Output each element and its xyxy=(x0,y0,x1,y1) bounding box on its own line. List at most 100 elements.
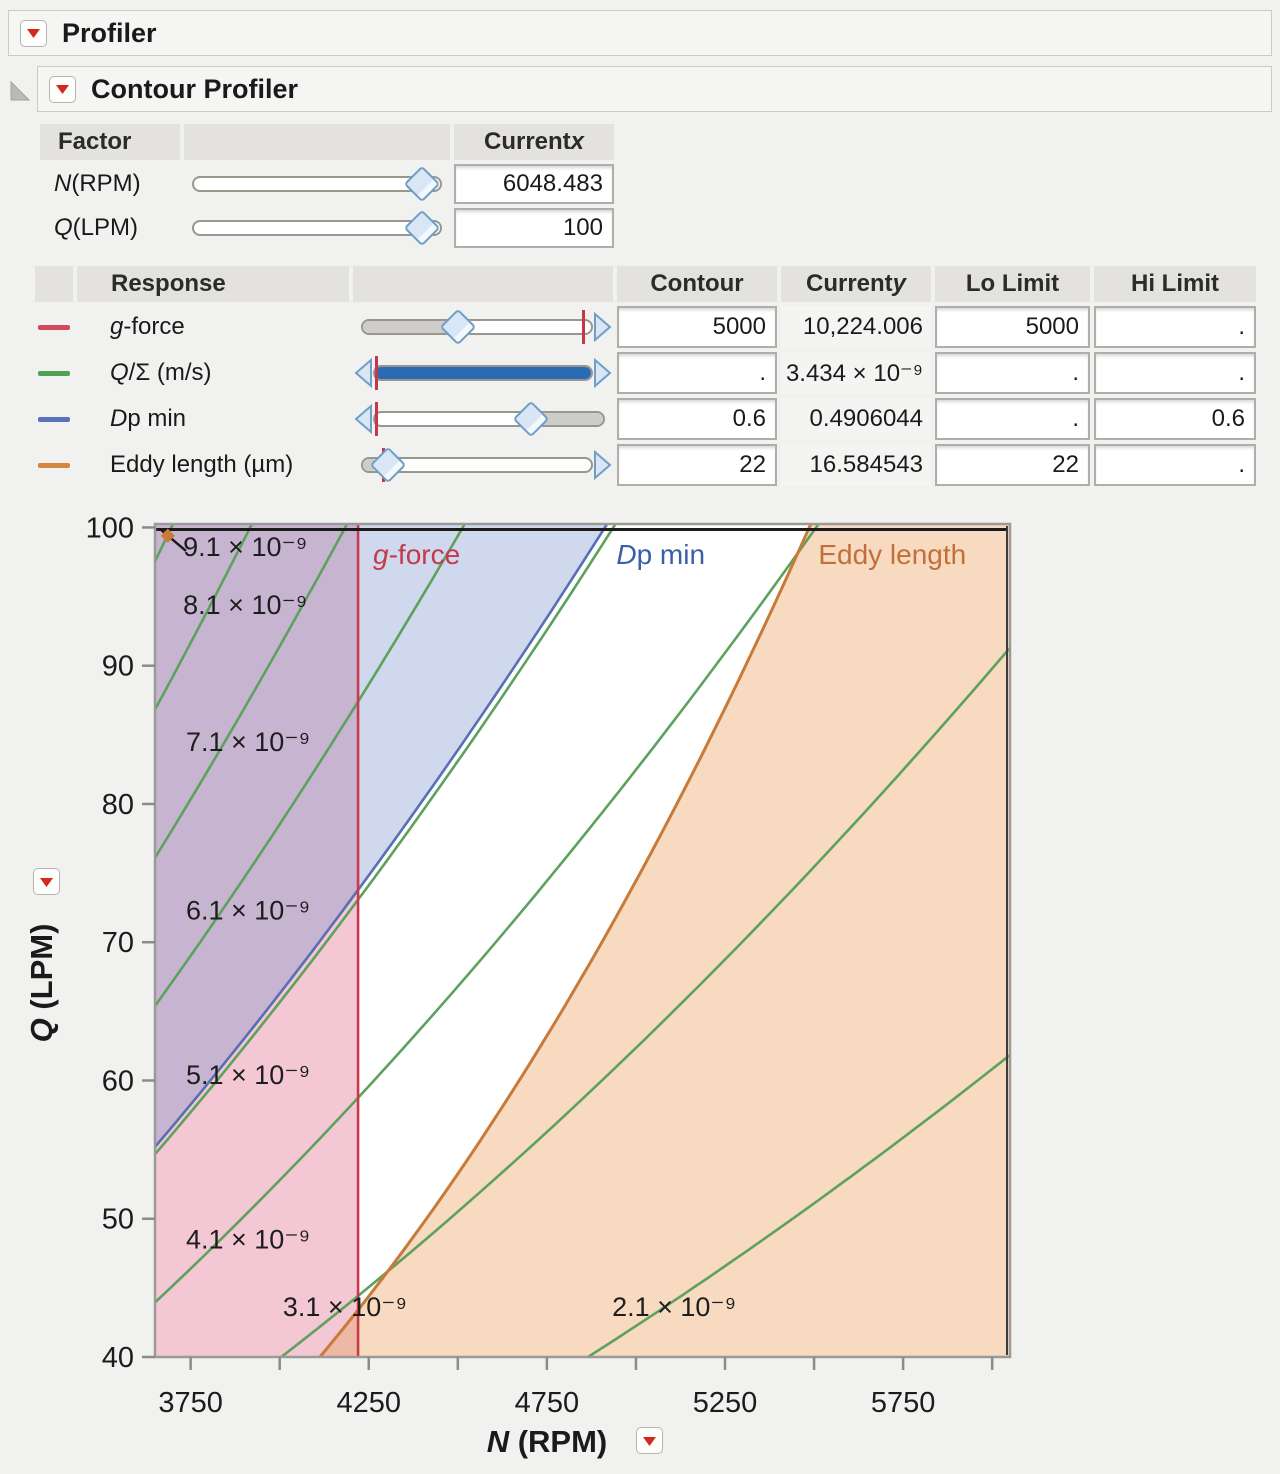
slider-handle[interactable] xyxy=(512,400,550,438)
response-current-y: 0.4906044 xyxy=(781,398,931,440)
x-axis-red-triangle-button[interactable] xyxy=(636,1427,663,1454)
response-color-line xyxy=(38,462,70,468)
y-tick-label: 70 xyxy=(102,927,134,959)
slider-handle[interactable] xyxy=(440,308,477,346)
slider-fill xyxy=(530,413,603,425)
response-lo-limit-input[interactable]: . xyxy=(935,398,1090,440)
response-lo-limit-input[interactable]: 5000 xyxy=(935,306,1090,348)
slider-right-arrow[interactable] xyxy=(593,311,613,343)
slider-fill xyxy=(375,367,591,379)
factor-slider-cell xyxy=(184,208,450,248)
response-contour-input[interactable]: 22 xyxy=(617,444,777,486)
contour-column-header: Contour xyxy=(617,266,777,302)
response-contour-input[interactable]: 5000 xyxy=(617,306,777,348)
range-slider[interactable] xyxy=(184,208,450,248)
qsigma-contour-line-3.1 xyxy=(280,646,1011,1359)
y-tick-label: 40 xyxy=(102,1342,134,1374)
response-current-y: 16.584543 xyxy=(781,444,931,486)
slider-track[interactable] xyxy=(192,220,442,236)
response-name: Eddy length (µm) xyxy=(110,451,294,478)
response-lo-limit-input[interactable]: 22 xyxy=(935,444,1090,486)
factor-label: N (RPM) xyxy=(54,170,141,197)
red-triangle-icon xyxy=(40,877,53,887)
plot-area[interactable] xyxy=(155,524,1010,1357)
slider-left-arrow[interactable] xyxy=(353,357,373,389)
response-slider-cell xyxy=(353,306,613,348)
slider-track[interactable] xyxy=(361,457,593,473)
response-column-header: Response xyxy=(77,266,349,302)
slider-left-arrow[interactable] xyxy=(353,403,373,435)
qsigma-contour-label: 2.1 × 10⁻⁹ xyxy=(612,1292,736,1322)
x-tick-label: 4750 xyxy=(515,1387,580,1419)
slider-handle[interactable] xyxy=(403,165,441,203)
slider-fill xyxy=(363,459,375,471)
factor-label: Q (LPM) xyxy=(54,214,139,241)
slider-handle[interactable] xyxy=(403,209,441,247)
response-lo-limit-input[interactable]: . xyxy=(935,352,1090,394)
factor-current-x-value[interactable]: 100 xyxy=(454,208,614,248)
response-name: g -force xyxy=(110,313,185,340)
slider-right-arrow[interactable] xyxy=(593,449,613,481)
range-slider[interactable] xyxy=(353,352,613,394)
lo-limit-column-header: Lo Limit xyxy=(935,266,1090,302)
y-tick-label: 80 xyxy=(102,789,134,821)
red-triangle-icon xyxy=(643,1436,656,1446)
factor-slider-column-header xyxy=(184,124,450,160)
x-tick-label: 5250 xyxy=(693,1387,758,1419)
slider-track[interactable] xyxy=(373,365,593,381)
range-slider[interactable] xyxy=(184,164,450,204)
response-hi-limit-input[interactable]: . xyxy=(1094,444,1256,486)
g-force-shaded-region xyxy=(155,524,359,1357)
x-tick-label: 3750 xyxy=(158,1387,223,1419)
response-color-swatch xyxy=(35,306,73,348)
contour-profiler-red-triangle-button[interactable] xyxy=(49,75,76,103)
outline-disclosure-icon[interactable] xyxy=(8,75,32,103)
qsigma-contour-label: 6.1 × 10⁻⁹ xyxy=(186,895,310,925)
factor-slider-cell xyxy=(184,164,450,204)
range-slider[interactable] xyxy=(353,444,613,486)
dp-min-contour-line[interactable] xyxy=(154,523,609,1148)
range-slider[interactable] xyxy=(353,398,613,440)
x-tick-label: 5750 xyxy=(871,1387,936,1419)
profiler-outline-bar: Profiler xyxy=(8,10,1272,56)
response-hi-limit-input[interactable]: . xyxy=(1094,352,1256,394)
qsigma-contour-label: 9.1 × 10⁻⁹ xyxy=(183,532,307,562)
response-contour-input[interactable]: . xyxy=(617,352,777,394)
y-axis-red-triangle-button[interactable] xyxy=(33,868,60,895)
qsigma-contour-line-6.1 xyxy=(153,523,466,1007)
red-triangle-icon xyxy=(27,29,40,38)
response-hi-limit-input[interactable]: . xyxy=(1094,306,1256,348)
hi-limit-column-header: Hi Limit xyxy=(1094,266,1256,302)
profiler-title: Profiler xyxy=(62,17,157,48)
current-x-column-header: Current x xyxy=(454,124,614,160)
dp-min-shaded-region xyxy=(155,524,608,1147)
limit-marker-tick xyxy=(374,356,378,390)
slider-right-arrow[interactable] xyxy=(593,357,613,389)
eddy-length-shaded-region xyxy=(319,524,1010,1357)
response-current-y: 3.434 × 10⁻⁹ xyxy=(781,352,931,394)
qsigma-contour-label: 4.1 × 10⁻⁹ xyxy=(186,1224,310,1254)
plot-frame xyxy=(153,522,1012,1359)
range-slider[interactable] xyxy=(353,306,613,348)
slider-track[interactable] xyxy=(361,319,593,335)
factor-current-x-value[interactable]: 6048.483 xyxy=(454,164,614,204)
response-contour-input[interactable]: 0.6 xyxy=(617,398,777,440)
y-axis-title: Q (LPM) xyxy=(24,924,59,1043)
response-color-line xyxy=(38,370,70,376)
dp-min-label: Dp min xyxy=(616,539,705,570)
response-hi-limit-input[interactable]: 0.6 xyxy=(1094,398,1256,440)
slider-handle[interactable] xyxy=(369,446,407,484)
limit-marker-tick xyxy=(581,310,585,344)
slider-track[interactable] xyxy=(192,176,442,192)
response-slider-column-header xyxy=(353,266,613,302)
eddy-length-contour-line[interactable] xyxy=(318,523,813,1358)
profiler-red-triangle-button[interactable] xyxy=(20,19,47,47)
response-color-line xyxy=(38,416,70,422)
qsigma-contour-label: 5.1 × 10⁻⁹ xyxy=(186,1060,310,1090)
swatch-column-header xyxy=(35,266,73,302)
response-slider-cell xyxy=(353,398,613,440)
factor-table: Factor Current x N (RPM) 6048.483 Q (LPM) 1… xyxy=(40,124,614,248)
limit-marker-tick xyxy=(374,402,378,436)
slider-track[interactable] xyxy=(373,411,605,427)
